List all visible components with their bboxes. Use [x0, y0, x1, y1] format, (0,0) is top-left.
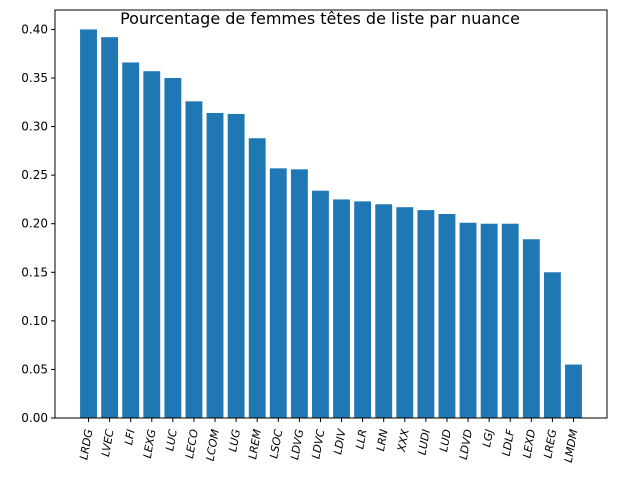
- y-tick-label: 0.30: [21, 120, 48, 134]
- x-axis: LRDG LVEC LFI LEXG LUC LECO LCOM LUG LREM LSOC LDV…: [77, 418, 581, 464]
- x-tick-label-lexd: LEXD: [520, 428, 538, 459]
- x-tick-label-lgj: LGJ: [480, 428, 496, 448]
- x-tick-label-lud: LUD: [437, 428, 454, 453]
- x-tick-label-lug: LUG: [226, 428, 243, 453]
- bar-lexd: [522, 239, 540, 418]
- bar-ldvc: [312, 190, 329, 418]
- plot-frame: [54, 9, 608, 419]
- bar-llr: [354, 201, 372, 418]
- x-tick-label-lrem: LREM: [246, 428, 264, 461]
- bar-lrem: [248, 138, 266, 418]
- bar-xxx: [396, 207, 414, 418]
- x-tick-label-lsoc: LSOC: [267, 428, 285, 460]
- bar-lmdm: [565, 364, 582, 418]
- x-tick-label-lrdg: LRDG: [77, 428, 95, 461]
- bar-lsoc: [269, 168, 287, 418]
- x-tick-label-lrn: LRN: [374, 428, 391, 452]
- bar-ldiv: [333, 199, 350, 418]
- x-tick-label-ldiv: LDIV: [331, 427, 348, 456]
- y-tick-label: 0.20: [21, 217, 48, 231]
- bar-ldvg: [290, 169, 308, 418]
- bar-lrn: [375, 204, 393, 418]
- bar-lfi: [122, 62, 140, 418]
- x-tick-label-lfi: LFI: [122, 428, 138, 446]
- y-tick-label: 0.15: [21, 265, 48, 279]
- x-tick-label-ludi: LUDI: [416, 428, 433, 456]
- y-tick-label: 0.10: [21, 314, 48, 328]
- bars-group: [80, 29, 582, 419]
- bar-lexg: [143, 71, 161, 418]
- bar-lcom: [206, 112, 224, 418]
- x-tick-label-ldvg: LDVG: [288, 428, 306, 460]
- x-tick-label-xxx: XXX: [395, 428, 412, 454]
- bar-lvec: [101, 37, 119, 418]
- bar-lug: [227, 113, 245, 418]
- y-axis: 0.00 0.05 0.10 0.15 0.20 0.25 0.30 0.35 0.40: [21, 22, 55, 425]
- bar-ludi: [417, 210, 435, 418]
- y-tick-label: 0.00: [21, 411, 48, 425]
- x-tick-label-lmdm: LMDM: [562, 428, 581, 464]
- bar-lreg: [543, 272, 561, 418]
- y-tick-label: 0.35: [21, 71, 48, 85]
- x-tick-label-llr: LLR: [353, 428, 369, 450]
- bar-ldlf: [501, 223, 519, 418]
- x-tick-label-luc: LUC: [163, 428, 180, 452]
- y-tick-label: 0.05: [21, 362, 48, 376]
- x-tick-label-ldlf: LDLF: [500, 428, 518, 458]
- x-tick-label-ldvd: LDVD: [457, 428, 475, 460]
- bar-ldvd: [459, 222, 477, 418]
- x-tick-label-ldvc: LDVC: [309, 428, 327, 460]
- x-tick-label-lcom: LCOM: [204, 428, 222, 462]
- bar-lrdg: [80, 29, 97, 419]
- y-tick-label: 0.40: [21, 22, 48, 36]
- y-tick-label: 0.25: [21, 168, 48, 182]
- x-tick-label-lexg: LEXG: [141, 428, 159, 459]
- x-tick-label-lvec: LVEC: [99, 428, 117, 458]
- chart-title: Pourcentage de femmes têtes de liste par…: [120, 9, 520, 28]
- x-tick-label-lreg: LREG: [541, 428, 559, 459]
- bar-lud: [438, 214, 456, 418]
- x-tick-label-leco: LECO: [183, 428, 201, 460]
- bar-leco: [185, 101, 203, 419]
- bar-lgj: [480, 223, 498, 418]
- bar-luc: [164, 78, 182, 418]
